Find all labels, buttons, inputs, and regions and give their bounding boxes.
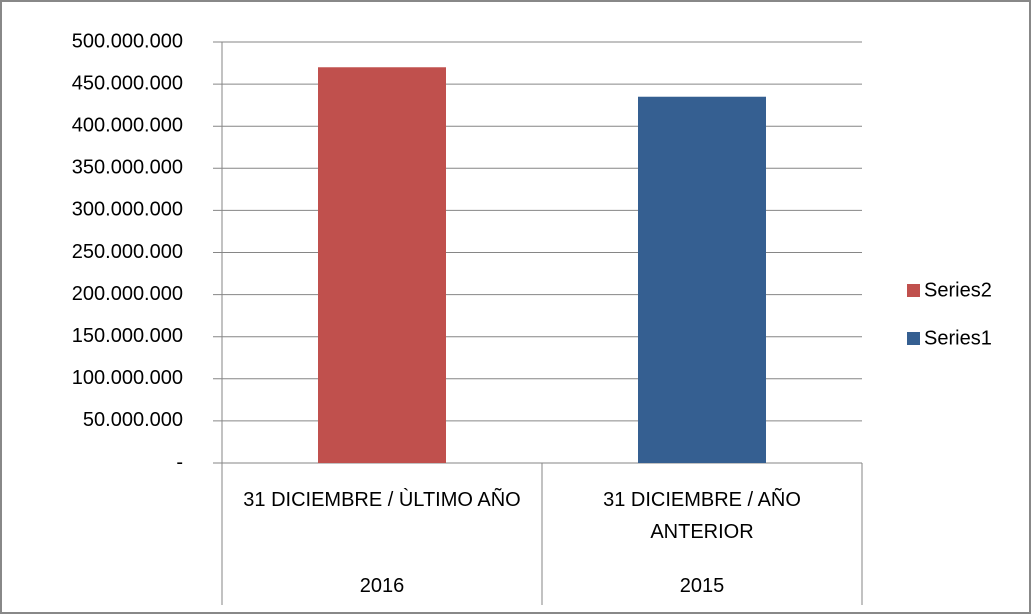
legend-label: Series2: [924, 279, 992, 301]
y-tick-label: -: [176, 451, 183, 473]
y-tick-label: 250.000.000: [72, 241, 183, 263]
y-tick-label: 300.000.000: [72, 199, 183, 221]
y-tick-label: 50.000.000: [83, 409, 183, 431]
legend-label: Series1: [924, 327, 992, 349]
legend-swatch: [907, 332, 920, 345]
y-tick-label: 450.000.000: [72, 72, 183, 94]
x-tick-label: 31 DICIEMBRE / ÙLTIMO AÑO: [243, 489, 521, 511]
bar: [318, 67, 446, 463]
legend-swatch: [907, 284, 920, 297]
x-group-label: 2015: [679, 575, 725, 597]
y-tick-label: 350.000.000: [72, 157, 183, 179]
y-tick-label: 400.000.000: [72, 114, 183, 136]
x-tick-label: 31 DICIEMBRE / AÑO ANTERIOR: [603, 489, 801, 543]
y-tick-label: 500.000.000: [72, 30, 183, 52]
bar: [638, 96, 766, 463]
y-tick-label: 150.000.000: [72, 325, 183, 347]
y-tick-label: 100.000.000: [72, 367, 183, 389]
x-group-label: 2016: [359, 575, 405, 597]
y-tick-label: 200.000.000: [72, 283, 183, 305]
